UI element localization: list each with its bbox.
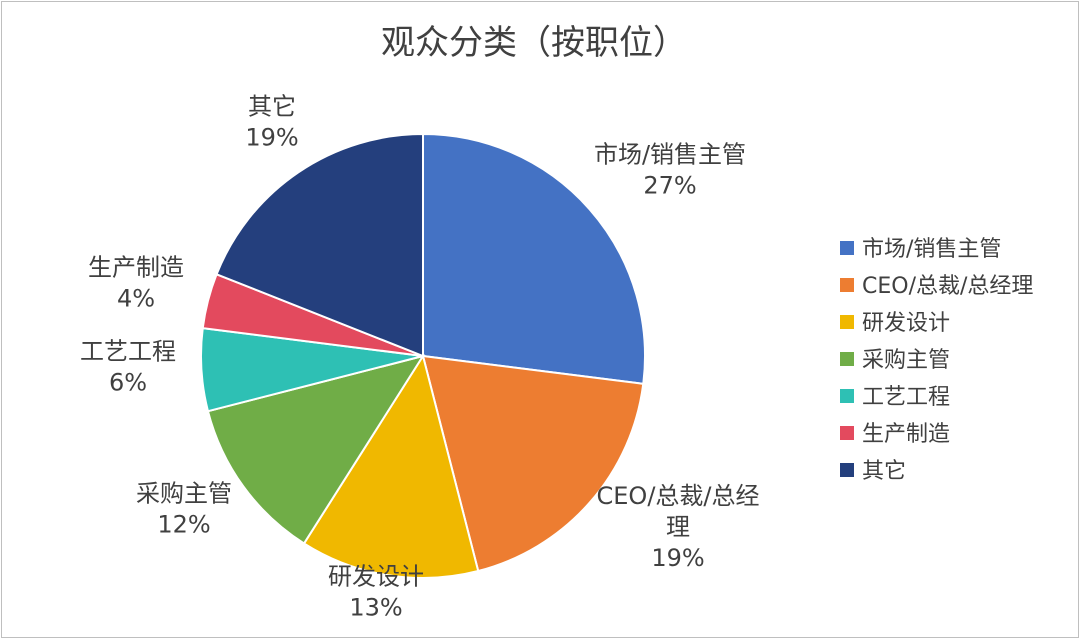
pie-slice <box>421 354 645 573</box>
legend-label: 生产制造 <box>862 422 950 447</box>
slice-data-label: 其它 19% <box>245 93 298 152</box>
slice-data-label: 采购主管 12% <box>136 480 232 539</box>
data-labels: 市场/销售主管 27% CEO/总裁/总经理 19% 研发设计 13% 采购主管 12% 工艺工… <box>80 93 759 622</box>
pie-slice <box>215 132 424 358</box>
pie-slices <box>200 132 646 579</box>
slice-data-label: 市场/销售主管 27% <box>594 141 746 200</box>
slice-data-label: CEO/总裁/总经理 19% <box>597 482 760 572</box>
slice-data-label: 工艺工程 6% <box>80 338 176 397</box>
pie-slice <box>422 132 646 385</box>
legend-label: 市场/销售主管 <box>862 237 1001 262</box>
pie-slice <box>302 353 480 579</box>
legend-label: 采购主管 <box>862 348 950 373</box>
legend-swatch <box>840 426 854 440</box>
legend-swatch <box>840 278 854 292</box>
legend-label: 其它 <box>862 459 906 484</box>
legend-swatch <box>840 315 854 329</box>
slice-data-label: 研发设计 13% <box>328 563 424 622</box>
legend-label: CEO/总裁/总经理 <box>862 274 1033 299</box>
slice-data-label: 生产制造 4% <box>88 254 184 313</box>
legend-swatch <box>840 241 854 255</box>
pie-slice <box>206 354 426 545</box>
legend-swatch <box>840 463 854 477</box>
legend-swatch <box>840 389 854 403</box>
legend-swatch <box>840 352 854 366</box>
legend-label: 工艺工程 <box>862 385 950 410</box>
chart-title: 观众分类（按职位） <box>381 23 687 63</box>
legend-label: 研发设计 <box>862 311 950 336</box>
